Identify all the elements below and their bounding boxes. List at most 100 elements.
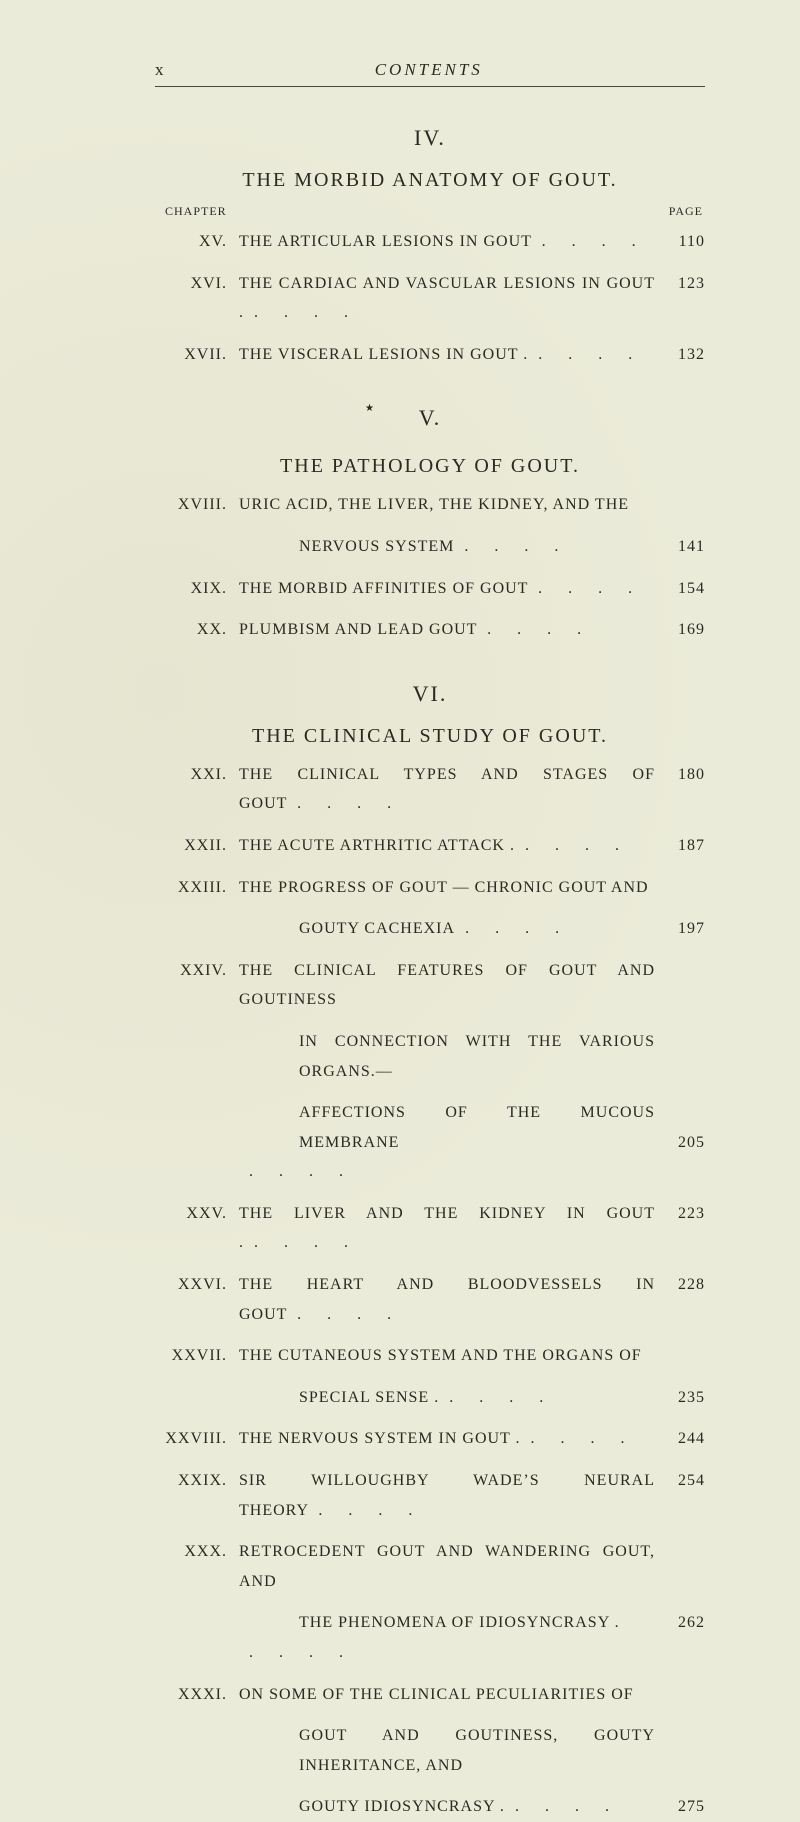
toc-row: XXII.THE ACUTE ARTHRITIC ATTACK . . . . … [155, 831, 705, 861]
chapter-roman: XXXI. [155, 1686, 239, 1704]
toc-row: XXV.THE LIVER AND THE KIDNEY IN GOUT . .… [155, 1199, 705, 1258]
chapter-roman: XX. [155, 621, 239, 639]
section-number: VI. [413, 681, 448, 706]
entry-text: THE CUTANEOUS SYSTEM AND THE ORGANS OF [239, 1341, 655, 1371]
toc-row-cont: IN CONNECTION WITH THE VARIOUS ORGANS.— [155, 1027, 705, 1086]
section-number: IV. [414, 125, 446, 150]
entry-text-cont: NERVOUS SYSTEM . . . . [239, 532, 655, 562]
toc-row-cont: NERVOUS SYSTEM . . . .141 [155, 532, 705, 562]
toc-row: XIX.THE MORBID AFFINITIES OF GOUT . . . … [155, 574, 705, 604]
entry-text: URIC ACID, THE LIVER, THE KIDNEY, AND TH… [239, 490, 655, 520]
toc-row-cont: SPECIAL SENSE . . . . .235 [155, 1383, 705, 1413]
page-label: PAGE [669, 204, 703, 219]
section-block: VI.THE CLINICAL STUDY OF GOUT.XXI.THE CL… [155, 681, 705, 1822]
chapter-label: CHAPTER [165, 204, 227, 219]
entry-text: THE ACUTE ARTHRITIC ATTACK . . . . . [239, 831, 655, 861]
chapter-roman: XXI. [155, 766, 239, 784]
chapter-roman: XXVII. [155, 1347, 239, 1365]
entry-page: 110 [655, 233, 705, 251]
toc-row: XVIII.URIC ACID, THE LIVER, THE KIDNEY, … [155, 490, 705, 520]
entry-page: 223 [655, 1205, 705, 1223]
chapter-roman: XVII. [155, 346, 239, 364]
chapter-roman: XXV. [155, 1205, 239, 1223]
entry-text: THE MORBID AFFINITIES OF GOUT . . . . [239, 574, 655, 604]
toc-row: XXI.THE CLINICAL TYPES AND STAGES OF GOU… [155, 760, 705, 819]
toc-row: XXIV.THE CLINICAL FEATURES OF GOUT AND G… [155, 956, 705, 1015]
running-title: CONTENTS [375, 60, 483, 80]
toc-row: XXVII.THE CUTANEOUS SYSTEM AND THE ORGAN… [155, 1341, 705, 1371]
toc-row: XXVIII.THE NERVOUS SYSTEM IN GOUT . . . … [155, 1424, 705, 1454]
section-block: IV. THE MORBID ANATOMY OF GOUT. CHAPTER PAG… [155, 125, 705, 369]
entry-page: 254 [655, 1472, 705, 1490]
rule [155, 86, 705, 87]
entry-text-cont: SPECIAL SENSE . . . . . [239, 1383, 655, 1413]
entry-text-cont: THE PHENOMENA OF IDIOSYNCRASY . . . . . [239, 1608, 655, 1667]
section-block: ★ V. THE PATHOLOGY OF GOUT. XVIII.URIC ACID… [155, 405, 705, 644]
entry-text: ON SOME OF THE CLINICAL PECULIARITIES OF [239, 1680, 655, 1710]
entry-text: THE CLINICAL TYPES AND STAGES OF GOUT . … [239, 760, 655, 819]
entry-text: THE HEART AND BLOODVESSELS IN GOUT . . .… [239, 1270, 655, 1329]
entry-page: 180 [655, 766, 705, 784]
entry-text: THE LIVER AND THE KIDNEY IN GOUT . . . .… [239, 1199, 655, 1258]
chapter-roman: XIX. [155, 580, 239, 598]
entry-text: SIR WILLOUGHBY WADE’S NEURAL THEORY . . … [239, 1466, 655, 1525]
toc-row-cont: GOUTY IDIOSYNCRASY . . . . .275 [155, 1792, 705, 1822]
section-title: THE CLINICAL STUDY OF GOUT. [155, 725, 705, 748]
chapter-roman: XXIX. [155, 1472, 239, 1490]
chapter-roman: XVIII. [155, 496, 239, 514]
entry-page: 235 [655, 1389, 705, 1407]
chapter-roman: XXX. [155, 1543, 239, 1561]
entry-page: 205 [655, 1134, 705, 1152]
section-title: THE MORBID ANATOMY OF GOUT. [155, 169, 705, 192]
chapter-roman: XV. [155, 233, 239, 251]
toc-sections: IV. THE MORBID ANATOMY OF GOUT. CHAPTER PAG… [155, 125, 705, 1822]
chapter-roman: XXVI. [155, 1276, 239, 1294]
toc-row: XX.PLUMBISM AND LEAD GOUT . . . .169 [155, 615, 705, 645]
entry-text: PLUMBISM AND LEAD GOUT . . . . [239, 615, 655, 645]
toc-row: XXIII.THE PROGRESS OF GOUT — CHRONIC GOU… [155, 873, 705, 903]
entry-text-cont: GOUT AND GOUTINESS, GOUTY INHERITANCE, A… [239, 1721, 655, 1780]
entry-page: 132 [655, 346, 705, 364]
entry-text: THE CARDIAC AND VASCULAR LESIONS IN GOUT… [239, 269, 655, 328]
page: x CONTENTS IV. THE MORBID ANATOMY OF GOUT… [0, 0, 800, 1381]
entry-text-cont: GOUTY CACHEXIA . . . . [239, 914, 655, 944]
entry-text: THE ARTICULAR LESIONS IN GOUT . . . . [239, 227, 655, 257]
toc-row-cont: AFFECTIONS OF THE MUCOUS MEMBRANE . . . … [155, 1098, 705, 1187]
toc-row: XXVI.THE HEART AND BLOODVESSELS IN GOUT … [155, 1270, 705, 1329]
running-head: x CONTENTS [155, 60, 705, 80]
footnote-mark-icon: ★ [365, 403, 376, 414]
entry-text: THE NERVOUS SYSTEM IN GOUT . . . . . [239, 1424, 655, 1454]
entry-text-cont: AFFECTIONS OF THE MUCOUS MEMBRANE . . . … [239, 1098, 655, 1187]
entry-text-cont: GOUTY IDIOSYNCRASY . . . . . [239, 1792, 655, 1822]
entry-page: 141 [655, 538, 705, 556]
entry-page: 123 [655, 275, 705, 293]
toc-row: XV.THE ARTICULAR LESIONS IN GOUT . . . .… [155, 227, 705, 257]
spacer [693, 60, 705, 80]
toc-row-cont: GOUTY CACHEXIA . . . .197 [155, 914, 705, 944]
toc-row-cont: GOUT AND GOUTINESS, GOUTY INHERITANCE, A… [155, 1721, 705, 1780]
entry-page: 262 [655, 1614, 705, 1632]
chapter-roman: XXII. [155, 837, 239, 855]
entry-page: 275 [655, 1798, 705, 1816]
folio: x [155, 60, 165, 80]
entry-page: 187 [655, 837, 705, 855]
section-number: V. [419, 405, 442, 430]
entry-page: 228 [655, 1276, 705, 1294]
entry-page: 169 [655, 621, 705, 639]
chapter-roman: XXVIII. [155, 1430, 239, 1448]
toc-row: XVI.THE CARDIAC AND VASCULAR LESIONS IN … [155, 269, 705, 328]
chapter-roman: XXIII. [155, 879, 239, 897]
entry-text: THE PROGRESS OF GOUT — CHRONIC GOUT AND [239, 873, 655, 903]
toc-row-cont: THE PHENOMENA OF IDIOSYNCRASY . . . . .2… [155, 1608, 705, 1667]
chapter-roman: XVI. [155, 275, 239, 293]
toc-row: XXIX.SIR WILLOUGHBY WADE’S NEURAL THEORY… [155, 1466, 705, 1525]
toc-row: XVII.THE VISCERAL LESIONS IN GOUT . . . … [155, 340, 705, 370]
entry-page: 154 [655, 580, 705, 598]
toc-row: XXXI.ON SOME OF THE CLINICAL PECULIARITI… [155, 1680, 705, 1710]
entry-text: RETROCEDENT GOUT AND WANDERING GOUT, AND [239, 1537, 655, 1596]
section-title: THE PATHOLOGY OF GOUT. [155, 455, 705, 478]
entry-page: 244 [655, 1430, 705, 1448]
entry-text-cont: IN CONNECTION WITH THE VARIOUS ORGANS.— [239, 1027, 655, 1086]
toc-row: XXX.RETROCEDENT GOUT AND WANDERING GOUT,… [155, 1537, 705, 1596]
entry-text: THE CLINICAL FEATURES OF GOUT AND GOUTIN… [239, 956, 655, 1015]
